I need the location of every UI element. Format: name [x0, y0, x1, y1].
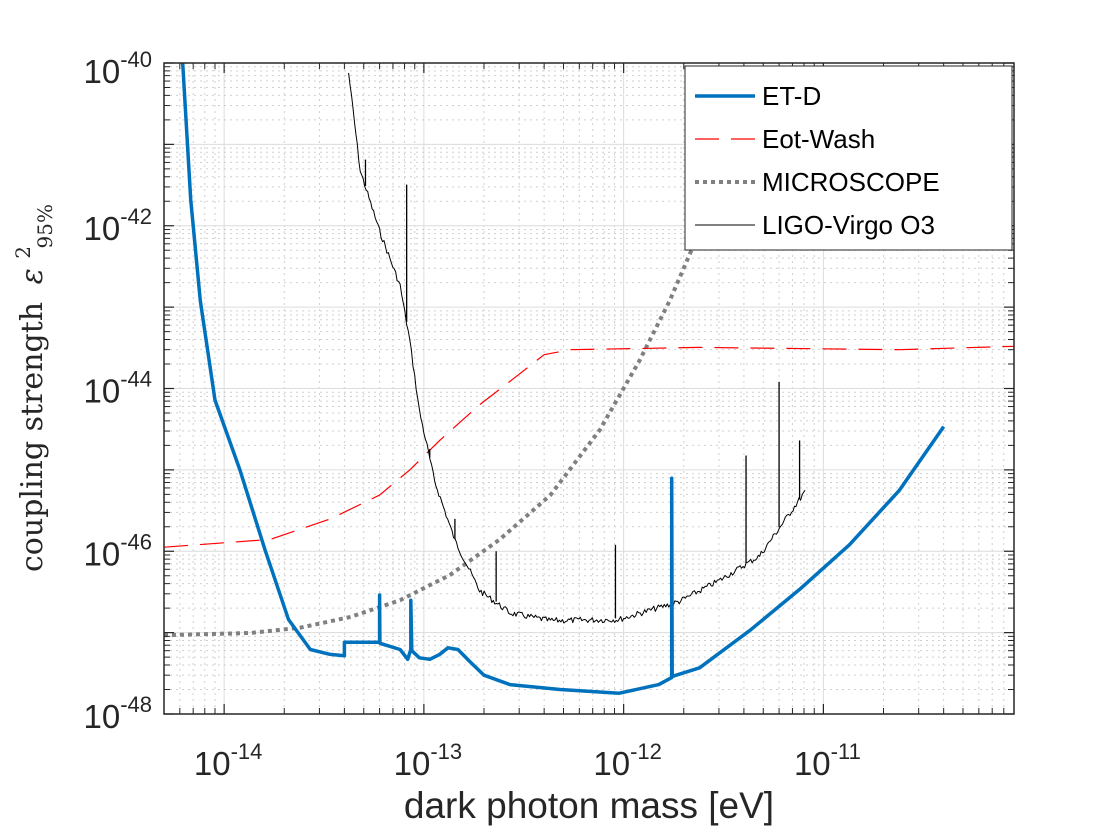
legend-entry-label: MICROSCOPE: [762, 167, 940, 197]
svg-text:coupling strength ε: coupling strength ε 2 95%: [3, 204, 57, 572]
y-tick-label: 10-46: [83, 529, 152, 572]
y-axis-label-sub: 95%: [33, 204, 57, 248]
x-tick-label: 10-13: [394, 739, 463, 782]
x-tick-label: 10-11: [794, 739, 861, 782]
series-line-ligo-virgo-o3: [348, 72, 806, 624]
y-tick-label: 10-42: [83, 204, 152, 247]
x-axis-label: dark photon mass [eV]: [404, 785, 774, 826]
legend-entry-label: Eot-Wash: [762, 124, 875, 154]
legend-entry-label: LIGO-Virgo O3: [762, 210, 935, 240]
y-axis-label-symbol: ε: [15, 268, 50, 284]
x-tick-label: 10-12: [593, 739, 662, 782]
y-tick-labels: 10-40 10-42 10-44 10-46 10-48: [83, 47, 152, 735]
series-line-microscope: [164, 168, 721, 638]
legend: ET-D Eot-Wash MICROSCOPE LIGO-Virgo O3: [684, 65, 1013, 251]
legend-entry-label: ET-D: [762, 81, 821, 111]
x-tick-labels: 10-14 10-13 10-12 10-11: [194, 739, 861, 782]
y-tick-label: 10-44: [83, 367, 152, 410]
y-tick-label: 10-40: [83, 47, 152, 90]
x-tick-label: 10-14: [194, 739, 263, 782]
series-line-et-d: [180, 63, 946, 695]
y-axis-label: coupling strength ε 2 95%: [3, 204, 57, 572]
y-axis-label-sup: 2: [11, 246, 35, 259]
y-tick-label: 10-48: [83, 692, 152, 735]
series-line-eot-wash: [164, 345, 1014, 548]
y-axis-label-text: coupling strength: [15, 302, 50, 572]
series-group: [164, 63, 1014, 695]
